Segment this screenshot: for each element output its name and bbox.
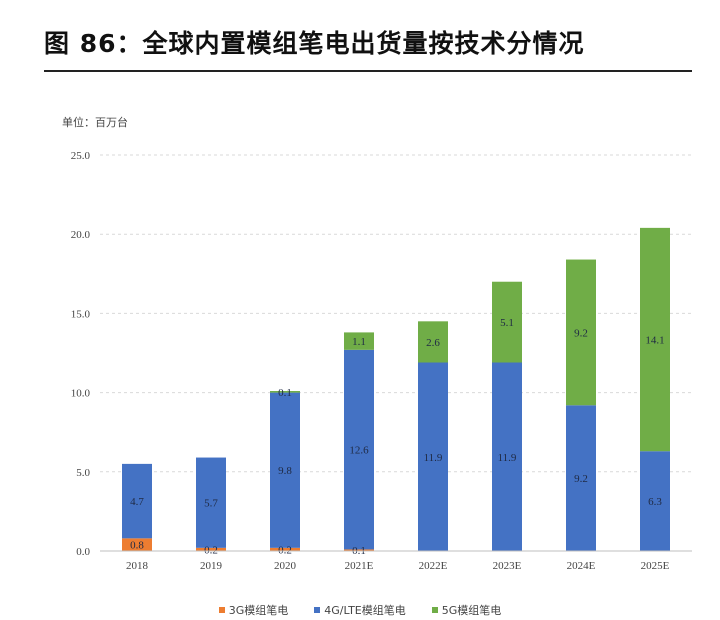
data-label: 0.2: [278, 544, 292, 556]
y-tick-label: 5.0: [76, 467, 90, 479]
figure-title: 图 86：全球内置模组笔电出货量按技术分情况: [44, 29, 585, 58]
x-tick-label: 2024E: [567, 560, 596, 572]
data-label: 12.6: [349, 445, 369, 457]
data-label: 9.2: [574, 327, 588, 339]
bar-segment: [566, 259, 596, 406]
x-tick-label: 2022E: [419, 560, 448, 572]
bar-segment: [418, 362, 448, 551]
y-tick-label: 0.0: [76, 546, 90, 558]
bars: [122, 227, 670, 551]
x-tick-label: 2019: [200, 560, 223, 572]
data-label: 5.1: [500, 317, 514, 329]
x-tick-label: 2025E: [641, 560, 670, 572]
bar-segment: [640, 451, 670, 551]
title-rule: [44, 70, 692, 72]
gridlines: [100, 154, 692, 473]
bar-segment: [270, 391, 300, 393]
bar-segment: [196, 547, 226, 551]
bar-segment: [270, 392, 300, 548]
unit-label: 单位：百万台: [62, 116, 128, 129]
bar-segment: [344, 549, 374, 551]
x-tick-label: 2023E: [493, 560, 522, 572]
legend-swatch-3g: [218, 607, 225, 613]
data-label: 6.3: [648, 496, 662, 508]
x-tick-label: 2020: [274, 560, 297, 572]
bar-segment: [122, 538, 152, 551]
legend-swatch-5g: [431, 607, 438, 613]
bar-segment: [344, 332, 374, 350]
data-label: 14.1: [645, 335, 664, 347]
bar-segment: [492, 281, 522, 363]
bar-segment: [344, 349, 374, 550]
legend: 3G模组笔电 4G/LTE模组笔电 5G模组笔电: [0, 602, 720, 618]
bar-segment: [196, 457, 226, 548]
y-tick-label: 15.0: [71, 308, 91, 320]
data-label: 9.2: [574, 473, 588, 485]
data-label: 0.1: [278, 387, 292, 399]
y-tick-label: 10.0: [71, 388, 91, 400]
bar-segment: [122, 463, 152, 539]
x-tick-label: 2018: [126, 560, 149, 572]
legend-label-3g: 3G模组笔电: [228, 604, 289, 617]
legend-item-5g: 5G模组笔电: [431, 602, 502, 618]
stacked-bar-chart: 0.0 5.0 10.0 15.0 20.0 25.0 0.8 4.7 0.2 5.7 0.2 9.…: [71, 150, 692, 572]
bar-segment: [566, 405, 596, 551]
data-label: 0.2: [204, 544, 218, 556]
data-label: 1.1: [352, 336, 366, 348]
y-axis: 0.0 5.0 10.0 15.0 20.0 25.0: [71, 150, 91, 558]
data-labels: 0.84.70.25.70.29.80.10.112.61.111.92.611…: [130, 317, 665, 557]
data-label: 11.9: [498, 452, 517, 464]
data-label: 4.7: [130, 496, 144, 508]
y-tick-label: 25.0: [71, 150, 91, 162]
data-label: 5.7: [204, 498, 218, 510]
legend-item-4g: 4G/LTE模组笔电: [314, 602, 406, 618]
y-tick-label: 20.0: [71, 229, 91, 241]
data-label: 0.8: [130, 540, 144, 552]
bar-segment: [492, 362, 522, 551]
data-label: 11.9: [424, 452, 443, 464]
bar-segment: [640, 227, 670, 452]
data-label: 9.8: [278, 465, 292, 477]
bar-segment: [270, 547, 300, 551]
x-axis: 2018 2019 2020 2021E 2022E 2023E 2024E 2025E: [100, 550, 692, 572]
data-label: 2.6: [426, 337, 440, 349]
legend-label-4g: 4G/LTE模组笔电: [324, 604, 406, 617]
legend-swatch-4g: [314, 607, 321, 613]
x-tick-label: 2021E: [345, 560, 374, 572]
legend-item-3g: 3G模组笔电: [218, 602, 289, 618]
bar-segment: [418, 321, 448, 363]
legend-label-5g: 5G模组笔电: [441, 604, 502, 617]
